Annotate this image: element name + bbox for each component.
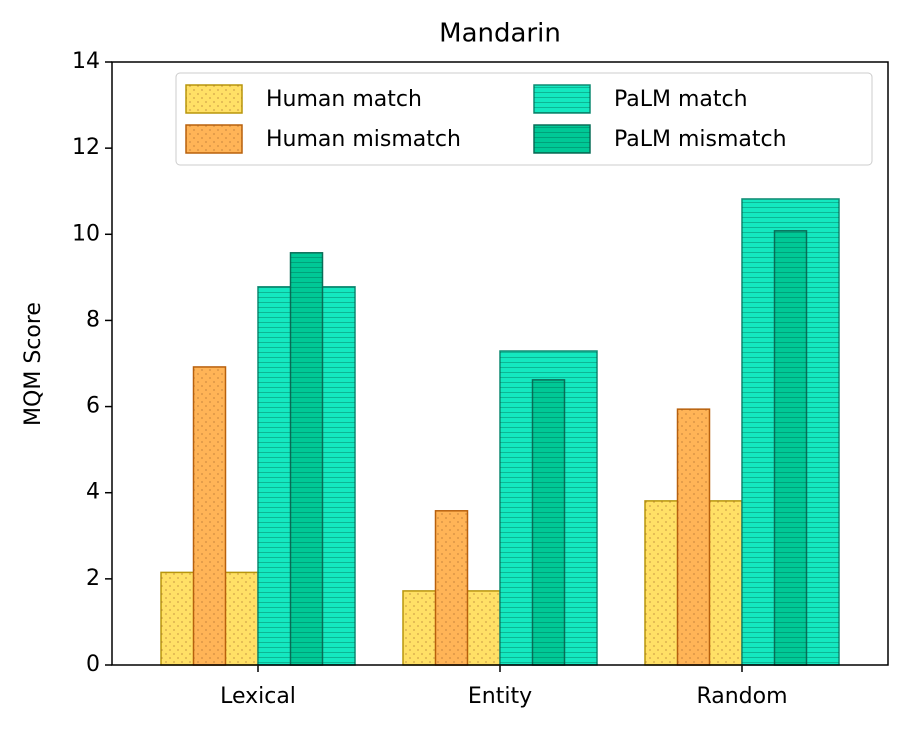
plot-frame (111, 61, 889, 666)
bar (434, 510, 469, 666)
x-tick-label: Entity (468, 684, 532, 709)
bar-hatch (435, 510, 468, 665)
legend-box (175, 72, 873, 166)
y-tick-label: 14 (72, 49, 100, 74)
legend-label: PaLM match (614, 87, 748, 112)
bar (773, 230, 808, 666)
x-tick-label: Random (696, 684, 787, 709)
legend-label: PaLM mismatch (614, 127, 787, 152)
y-tick-label: 0 (86, 652, 100, 677)
legend-swatch-hatch (534, 125, 590, 153)
y-tick-label: 12 (72, 135, 100, 160)
y-tick-label: 6 (86, 394, 100, 419)
legend-swatch-hatch (186, 125, 242, 153)
bar (192, 366, 227, 666)
y-tick-label: 10 (72, 221, 100, 246)
legend-label: Human match (266, 87, 422, 112)
bar-hatch (532, 379, 565, 665)
bar-hatch (774, 230, 807, 665)
bar (531, 379, 566, 666)
legend-label: Human mismatch (266, 127, 461, 152)
y-axis-label: MQM Score (21, 302, 46, 426)
bar (676, 408, 711, 666)
y-tick-label: 2 (86, 566, 100, 591)
bar-hatch (193, 366, 226, 665)
bar-hatch (290, 252, 323, 665)
bar-hatch (677, 409, 710, 665)
legend-swatch-hatch (534, 85, 590, 113)
chart-title: Mandarin (439, 19, 561, 49)
bar (289, 252, 324, 666)
y-tick-label: 8 (86, 307, 100, 332)
legend-swatch-hatch (186, 85, 242, 113)
y-tick-label: 4 (86, 480, 100, 505)
x-tick-label: Lexical (220, 684, 296, 709)
